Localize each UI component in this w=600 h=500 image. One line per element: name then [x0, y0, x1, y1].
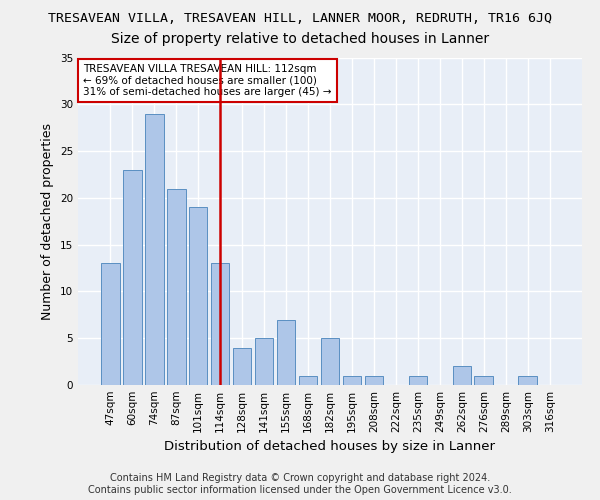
Bar	[167, 188, 185, 385]
Bar	[211, 264, 229, 385]
Bar	[518, 376, 537, 385]
Bar	[277, 320, 295, 385]
Text: Contains HM Land Registry data © Crown copyright and database right 2024.
Contai: Contains HM Land Registry data © Crown c…	[88, 474, 512, 495]
Bar	[101, 264, 119, 385]
Bar	[123, 170, 142, 385]
Bar	[320, 338, 340, 385]
Text: Size of property relative to detached houses in Lanner: Size of property relative to detached ho…	[111, 32, 489, 46]
Bar	[189, 207, 208, 385]
Bar	[299, 376, 317, 385]
Text: TRESAVEAN VILLA, TRESAVEAN HILL, LANNER MOOR, REDRUTH, TR16 6JQ: TRESAVEAN VILLA, TRESAVEAN HILL, LANNER …	[48, 12, 552, 26]
Y-axis label: Number of detached properties: Number of detached properties	[41, 122, 55, 320]
Bar	[145, 114, 164, 385]
Bar	[365, 376, 383, 385]
Text: TRESAVEAN VILLA TRESAVEAN HILL: 112sqm
← 69% of detached houses are smaller (100: TRESAVEAN VILLA TRESAVEAN HILL: 112sqm ←…	[83, 64, 332, 97]
Bar	[475, 376, 493, 385]
Bar	[409, 376, 427, 385]
X-axis label: Distribution of detached houses by size in Lanner: Distribution of detached houses by size …	[164, 440, 496, 454]
Bar	[452, 366, 471, 385]
Bar	[233, 348, 251, 385]
Bar	[343, 376, 361, 385]
Bar	[255, 338, 274, 385]
